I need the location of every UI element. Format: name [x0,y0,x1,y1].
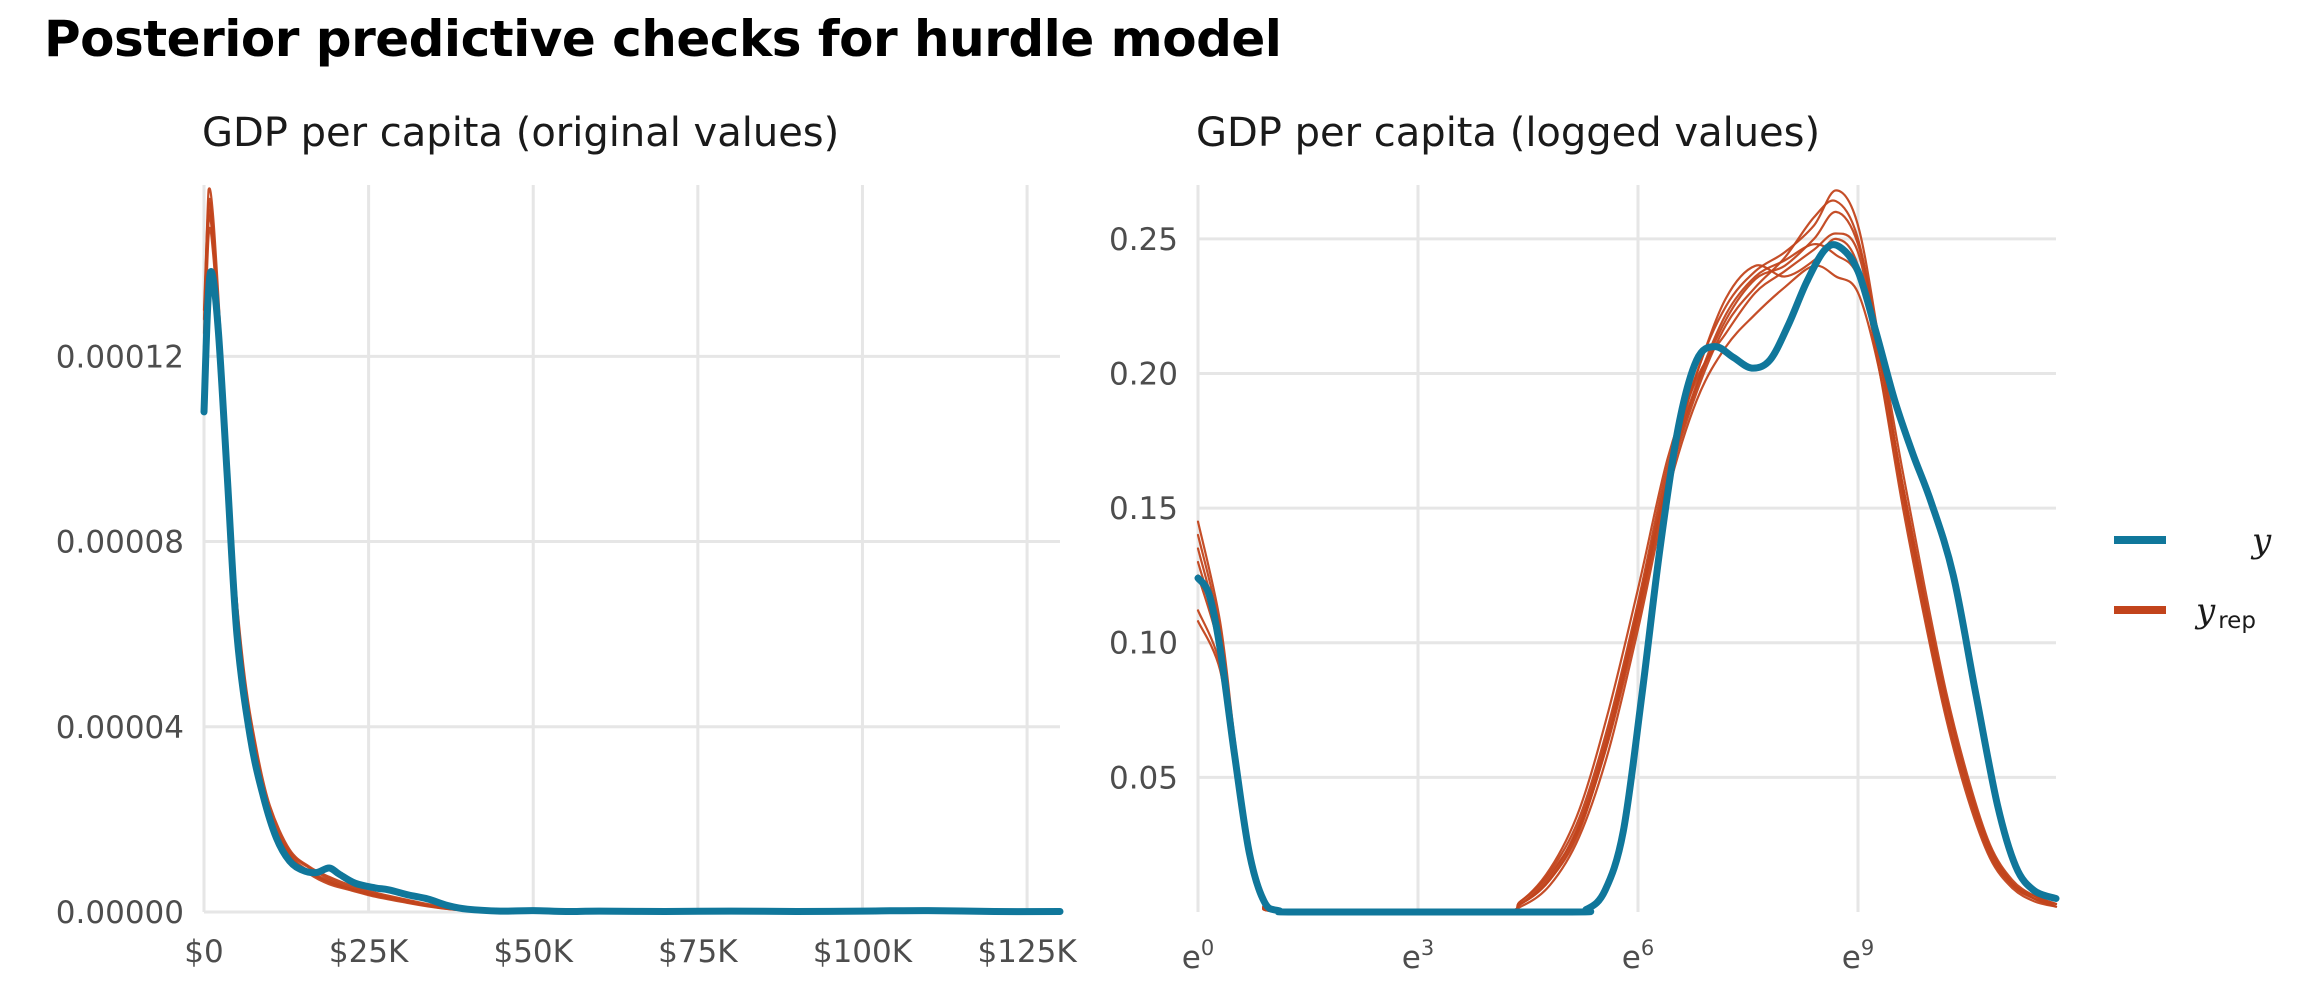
x-tick-label: e6 [1622,936,1654,976]
series-yrep-line [202,208,1062,913]
y-tick-label: 0.10 [1109,626,1178,662]
y-tick-label: 0.00012 [56,339,184,375]
legend-label-y: y [2250,521,2272,561]
series-yrep-line [202,226,1062,913]
y-tick-label: 0.25 [1109,222,1178,258]
y-tick-label: 0.00000 [56,895,184,931]
y-tick-label: 0.05 [1109,760,1178,796]
series-y-line [1194,241,2060,916]
panel-title-original: GDP per capita (original values) [202,110,840,156]
legend-label-yrep: y rep [2194,591,2256,634]
x-tick-label: $25K [329,934,409,970]
x-tick-label: e3 [1402,936,1434,976]
legend: y y rep [2114,521,2272,634]
x-tick-label: $50K [493,934,573,970]
panel-logged-values: 0.05 0.10 0.15 0.20 0.25 e0 e3 e6 e9 [1109,185,2060,976]
series-yrep-line [202,214,1062,913]
series-y-line [200,268,1064,916]
y-tick-label: 0.15 [1109,491,1178,527]
series-yrep-line [202,197,1062,913]
x-tick-label: $75K [658,934,738,970]
y-tick-label: 0.00008 [56,525,184,561]
x-tick-label: $100K [813,934,913,970]
y-tick-label: 0.20 [1109,356,1178,392]
x-tick-label: e0 [1182,936,1214,976]
chart-main-title: Posterior predictive checks for hurdle m… [44,10,1282,68]
x-tick-label: e9 [1842,936,1874,976]
series-yrep-line [202,187,1062,913]
x-tick-label: $125K [977,934,1077,970]
panel-title-logged: GDP per capita (logged values) [1196,110,1821,156]
panel-original-values: 0.00000 0.00004 0.00008 0.00012 $0 $25K $50K $7… [56,185,1077,970]
x-tick-label: $0 [184,934,223,970]
y-tick-label: 0.00004 [56,710,184,746]
series-yrep-line [202,202,1062,913]
